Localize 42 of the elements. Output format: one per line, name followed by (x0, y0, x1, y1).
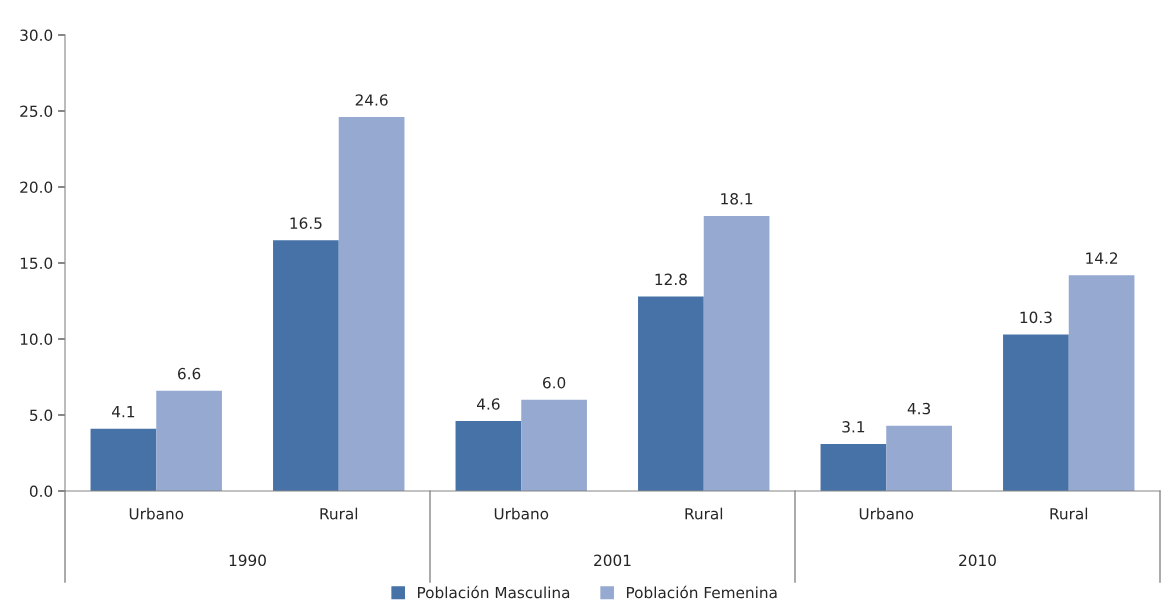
data-label: 6.6 (178, 367, 201, 380)
x-tick-label: Urbano (129, 507, 184, 520)
data-label: 14.2 (1086, 252, 1118, 264)
bar (1003, 334, 1069, 491)
bar (820, 443, 887, 491)
bar (886, 425, 952, 491)
data-label: 4.6 (477, 398, 500, 410)
bar (273, 240, 339, 491)
data-label: 24.6 (355, 94, 388, 106)
bar (455, 421, 522, 491)
bar (338, 117, 405, 491)
legend-label: Población Masculina (418, 585, 570, 599)
x-tick-label: Urbano (859, 507, 914, 520)
y-tick-label: 30.0 (20, 29, 53, 42)
y-tick-label: 0.0 (29, 485, 53, 498)
y-tick-label: 20.0 (20, 181, 53, 194)
data-label: 6.0 (543, 376, 566, 389)
data-label: 10.3 (1020, 311, 1052, 324)
data-label: 4.1 (112, 406, 135, 418)
data-label: 3.1 (842, 421, 865, 433)
data-label: 18.1 (721, 193, 753, 205)
data-label: 12.8 (655, 273, 687, 286)
y-tick-label: 15.0 (20, 257, 53, 270)
legend-label: Población Femenina (626, 585, 777, 599)
text: 1990 (229, 554, 266, 567)
y-tick-label: 25.0 (20, 105, 53, 118)
bar (703, 215, 770, 491)
bar (638, 296, 704, 491)
text: 2010 (959, 554, 996, 567)
bar (521, 399, 587, 491)
x-tick-label: Rural (320, 507, 358, 520)
x-tick-label: Rural (685, 507, 723, 520)
x-tick-label: Rural (1050, 507, 1088, 520)
bar (156, 390, 222, 491)
bar (1068, 275, 1135, 491)
data-label: 4.3 (907, 402, 931, 415)
x-tick-label: Urbano (494, 507, 549, 520)
y-tick-label: 5.0 (30, 409, 53, 422)
y-tick-label: 10.0 (20, 333, 53, 346)
data-label: 16.5 (290, 217, 322, 229)
bar (90, 428, 157, 491)
text: 2001 (594, 554, 631, 567)
